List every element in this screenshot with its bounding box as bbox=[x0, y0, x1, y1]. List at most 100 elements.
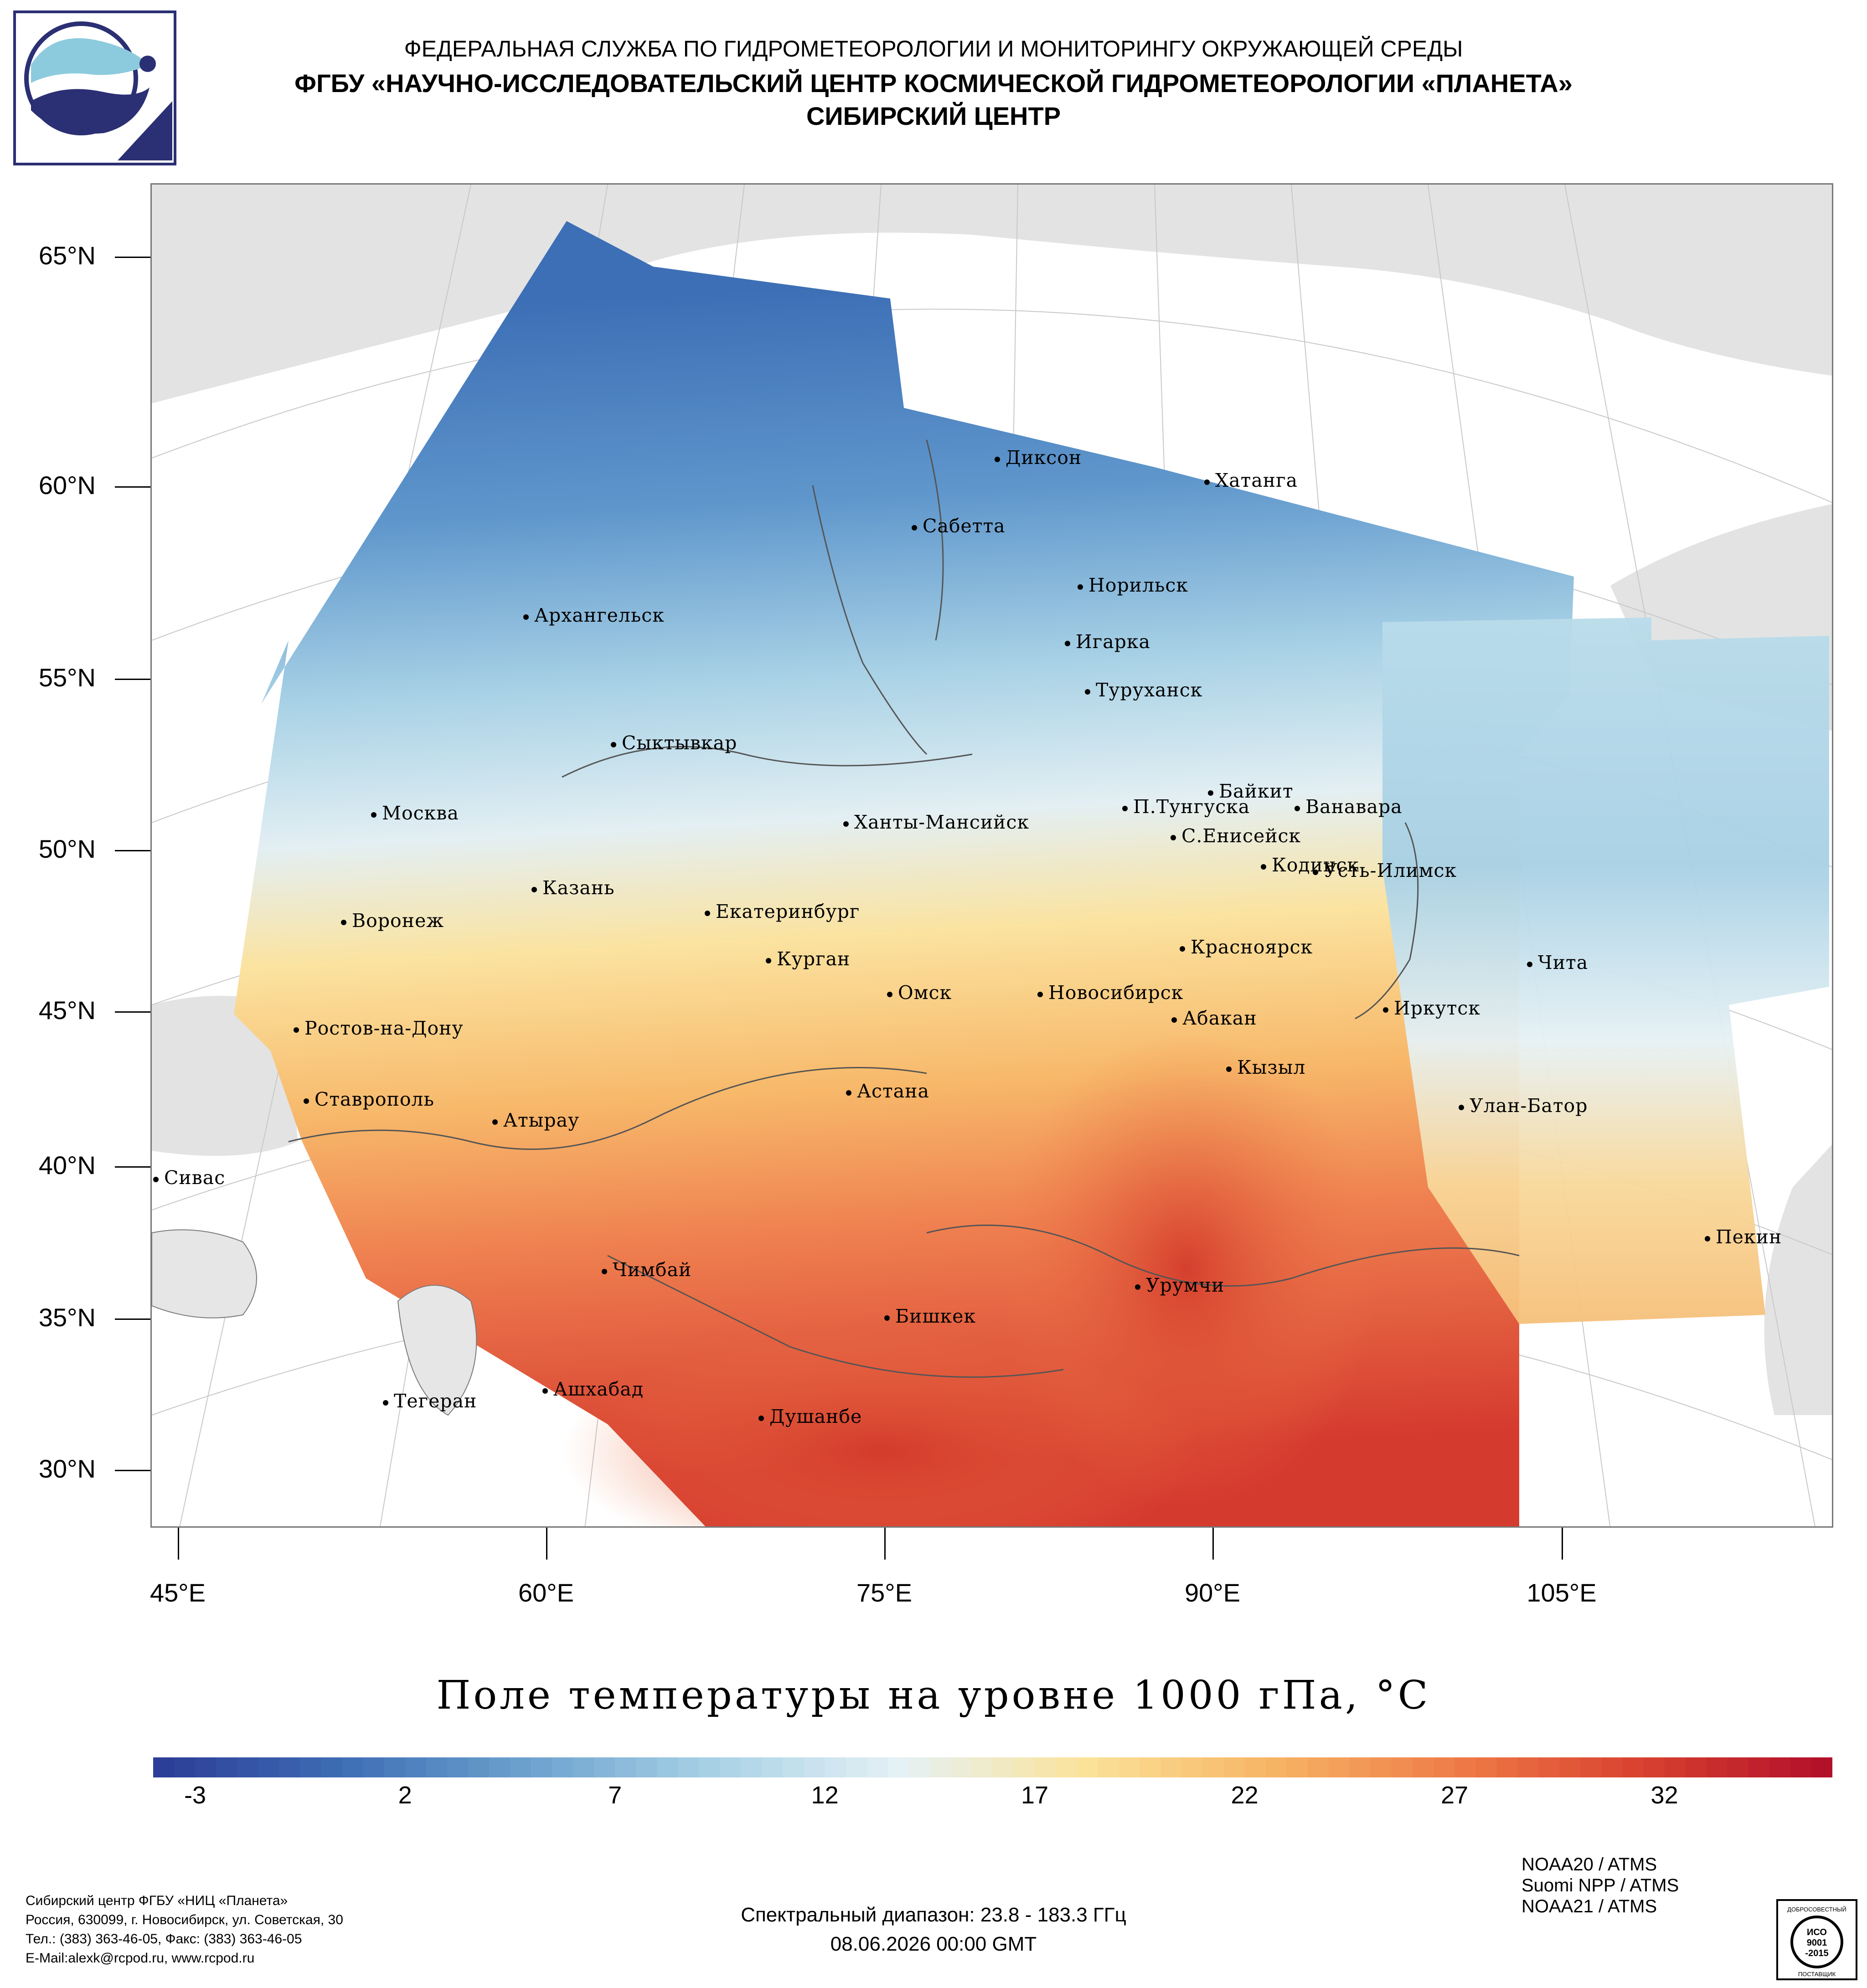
city-label: С.Енисейск bbox=[1171, 825, 1301, 847]
colorbar-segment bbox=[908, 1757, 930, 1777]
svg-text:ДОБРОСОВЕСТНЫЙ: ДОБРОСОВЕСТНЫЙ bbox=[1787, 1906, 1846, 1913]
city-label: Урумчи bbox=[1135, 1274, 1224, 1296]
colorbar-segment bbox=[1035, 1757, 1057, 1777]
sensor-item: NOAA20 / ATMS bbox=[1521, 1854, 1657, 1875]
colorbar-segment bbox=[1119, 1757, 1140, 1777]
city-dot-icon bbox=[1208, 790, 1213, 796]
spectral-range: Спектральный диапазон: 23.8 - 183.3 ГГц bbox=[741, 1904, 1126, 1926]
city-label: Ашхабад bbox=[542, 1378, 644, 1400]
city-label: Усть-Илимск bbox=[1313, 860, 1457, 881]
colorbar-segment bbox=[1811, 1757, 1832, 1777]
colorbar-segment bbox=[1244, 1757, 1266, 1777]
city-label: Новосибирск bbox=[1037, 982, 1183, 1004]
lon-label-75: 75°E bbox=[856, 1578, 913, 1607]
header-organization: ФГБУ «НАУЧНО-ИССЛЕДОВАТЕЛЬСКИЙ ЦЕНТР КОС… bbox=[294, 69, 1573, 98]
colorbar-segment bbox=[887, 1757, 909, 1777]
svg-text:ИСО: ИСО bbox=[1807, 1927, 1827, 1937]
colorbar-tick-label: 32 bbox=[1650, 1782, 1678, 1809]
colorbar-segment bbox=[866, 1757, 888, 1777]
city-label: Чимбай bbox=[602, 1259, 691, 1281]
colorbar-segment bbox=[153, 1757, 175, 1777]
city-dot-icon bbox=[531, 886, 537, 892]
colorbar-segment bbox=[699, 1757, 721, 1777]
colorbar-segment bbox=[594, 1757, 616, 1777]
city-dot-icon bbox=[1313, 869, 1318, 875]
city-dot-icon bbox=[341, 919, 346, 925]
city-label: Бишкек bbox=[884, 1305, 976, 1327]
lat-label-45: 45°N bbox=[38, 996, 96, 1025]
colorbar-segment bbox=[1454, 1757, 1476, 1777]
lat-tick bbox=[115, 1166, 150, 1168]
city-dot-icon bbox=[1459, 1104, 1464, 1110]
lat-label-55: 55°N bbox=[38, 663, 96, 692]
colorbar-segment bbox=[531, 1757, 552, 1777]
lat-tick bbox=[115, 257, 150, 258]
colorbar-segment bbox=[195, 1757, 217, 1777]
city-label: Сабетта bbox=[912, 515, 1006, 537]
colorbar-tick-label: 12 bbox=[811, 1782, 839, 1809]
footer-org-line: Россия, 630099, г. Новосибирск, ул. Сове… bbox=[26, 1912, 343, 1927]
city-label: Ханты-Мансийск bbox=[843, 811, 1029, 833]
lon-tick bbox=[1212, 1528, 1214, 1560]
colorbar-segment bbox=[426, 1757, 448, 1777]
city-label: П.Тунгуска bbox=[1122, 796, 1250, 818]
colorbar-segment bbox=[1349, 1757, 1371, 1777]
lat-tick bbox=[115, 850, 150, 851]
colorbar-segment bbox=[636, 1757, 658, 1777]
colorbar-segment bbox=[1391, 1757, 1413, 1777]
city-dot-icon bbox=[542, 1388, 548, 1394]
city-dot-icon bbox=[602, 1268, 607, 1274]
svg-text:-2015: -2015 bbox=[1805, 1948, 1828, 1958]
city-label: Ванавара bbox=[1295, 796, 1403, 818]
city-dot-icon bbox=[1383, 1007, 1388, 1013]
city-label: Сивас bbox=[153, 1167, 225, 1189]
city-dot-icon bbox=[1078, 584, 1083, 590]
colorbar-segment bbox=[825, 1757, 846, 1777]
city-label: Воронеж bbox=[341, 910, 444, 932]
colorbar-tick-label: 17 bbox=[1021, 1782, 1049, 1809]
colorbar-segment bbox=[1475, 1757, 1497, 1777]
footer-org-line: Сибирский центр ФГБУ «НИЦ «Планета» bbox=[26, 1893, 288, 1908]
colorbar-tick-label: 27 bbox=[1441, 1782, 1469, 1809]
colorbar-segment bbox=[258, 1757, 280, 1777]
lat-tick bbox=[115, 1318, 150, 1320]
city-dot-icon bbox=[705, 910, 710, 916]
city-dot-icon bbox=[995, 456, 1000, 462]
colorbar-segment bbox=[1580, 1757, 1602, 1777]
colorbar-segment bbox=[1496, 1757, 1518, 1777]
city-label: Тегеран bbox=[383, 1390, 477, 1412]
iso-badge-icon: ДОБРОСОВЕСТНЫЙ ИСО 9001 -2015 ПОСТАВЩИК bbox=[1776, 1899, 1857, 1980]
lon-tick bbox=[884, 1528, 886, 1560]
footer-org-line: E-Mail:alexk@rcpod.ru, www.rcpod.ru bbox=[26, 1951, 255, 1966]
colorbar-segment bbox=[783, 1757, 805, 1777]
colorbar-segment bbox=[1160, 1757, 1182, 1777]
colorbar-segment bbox=[321, 1757, 343, 1777]
colorbar-segment bbox=[510, 1757, 531, 1777]
lon-tick bbox=[178, 1528, 179, 1560]
city-dot-icon bbox=[492, 1119, 498, 1125]
colorbar-segment bbox=[237, 1757, 259, 1777]
city-label: Атырау bbox=[492, 1109, 579, 1131]
city-label: Абакан bbox=[1171, 1007, 1257, 1029]
colorbar-segment bbox=[468, 1757, 490, 1777]
city-label: Пекин bbox=[1705, 1226, 1782, 1248]
lon-label-105: 105°E bbox=[1527, 1578, 1597, 1607]
colorbar-segment bbox=[1664, 1757, 1686, 1777]
city-label: Красноярск bbox=[1180, 936, 1313, 958]
city-dot-icon bbox=[1037, 991, 1043, 997]
city-dot-icon bbox=[1065, 640, 1070, 646]
city-label: Иркутск bbox=[1383, 997, 1480, 1019]
colorbar-segment bbox=[741, 1757, 763, 1777]
colorbar-segment bbox=[971, 1757, 993, 1777]
colorbar-segment bbox=[1685, 1757, 1707, 1777]
city-dot-icon bbox=[1295, 805, 1300, 811]
city-dot-icon bbox=[1705, 1236, 1710, 1241]
city-label: Кызыл bbox=[1226, 1056, 1305, 1078]
colorbar-segment bbox=[1181, 1757, 1203, 1777]
lat-label-35: 35°N bbox=[38, 1303, 96, 1332]
city-label: Хатанга bbox=[1204, 469, 1298, 491]
colorbar-segment bbox=[1140, 1757, 1161, 1777]
city-label: Архангельск bbox=[523, 604, 665, 626]
city-label: Ростов-на-Дону bbox=[294, 1017, 464, 1039]
sensor-item: NOAA21 / ATMS bbox=[1521, 1896, 1657, 1916]
